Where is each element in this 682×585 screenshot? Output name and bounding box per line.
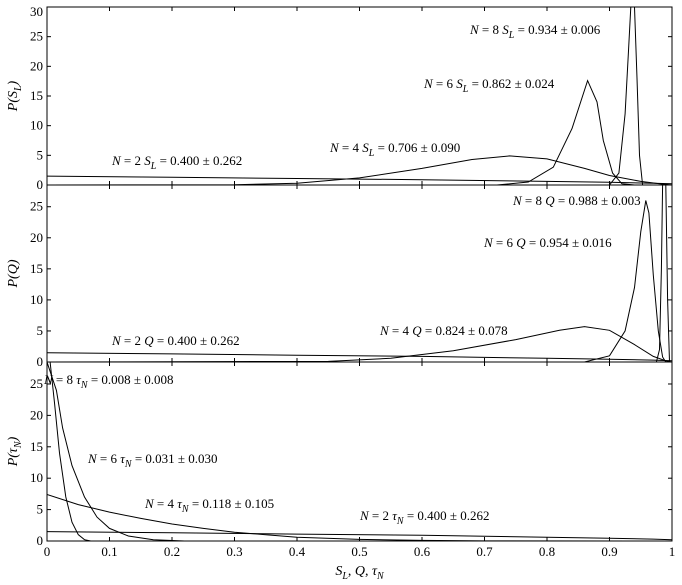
y-axis-label: P(τN) — [6, 436, 24, 467]
y-tick-label: 0 — [37, 177, 44, 192]
y-tick-label: 20 — [30, 58, 43, 73]
y-tick-label: 0 — [37, 533, 44, 548]
series-line-N6 — [47, 362, 672, 541]
series-line-N2 — [47, 175, 672, 185]
y-tick-label: 30 — [30, 4, 43, 19]
y-tick-label: 20 — [30, 407, 43, 422]
series-annotation-N8: N = 8 τN = 0.008 ± 0.008 — [43, 372, 174, 391]
series-line-N8 — [47, 7, 672, 185]
series-line-N6 — [47, 200, 672, 362]
series-annotation-N6: N = 6 Q = 0.954 ± 0.016 — [483, 235, 612, 250]
y-tick-label: 10 — [30, 118, 43, 133]
series-annotation-N6: N = 6 τN = 0.031 ± 0.030 — [87, 451, 218, 470]
x-tick-label: 0.1 — [101, 544, 117, 559]
series-annotation-N2: N = 2 Q = 0.400 ± 0.262 — [111, 333, 240, 348]
x-tick-label: 0.8 — [539, 544, 555, 559]
x-tick-label: 1 — [669, 544, 676, 559]
x-tick-label: 0 — [44, 544, 51, 559]
series-line-N8 — [49, 362, 672, 541]
series-annotation-N4: N = 4 τN = 0.118 ± 0.105 — [144, 496, 274, 515]
y-tick-label: 15 — [30, 439, 43, 454]
series-line-N2 — [47, 531, 672, 541]
x-tick-label: 0.6 — [414, 544, 431, 559]
x-tick-label: 0.9 — [601, 544, 617, 559]
panel-3: 0 5 10 15 20 25 0 0.1 0.2 0.3 0.4 0.5 0.6 0.7 0.8 0.9 1 N… — [6, 361, 676, 582]
series-annotation-N6: N = 6 SL = 0.862 ± 0.024 — [423, 76, 555, 95]
y-axis-label: P(SL) — [6, 80, 24, 112]
y-tick-label: 15 — [30, 88, 43, 103]
x-tick-label: 0.3 — [226, 544, 242, 559]
x-tick-label: 0.5 — [351, 544, 367, 559]
series-line-N8 — [47, 185, 672, 362]
y-tick-label: 25 — [30, 29, 43, 44]
series-line-N4 — [47, 155, 672, 185]
series-line-N6 — [47, 79, 672, 185]
x-tick-label: 0.7 — [476, 544, 493, 559]
series-line-N2 — [47, 352, 672, 362]
series-annotation-N2: N = 2 SL = 0.400 ± 0.262 — [111, 153, 242, 172]
y-tick-label: 5 — [37, 147, 44, 162]
y-tick-label: 25 — [30, 199, 43, 214]
series-annotation-N8: N = 8 SL = 0.934 ± 0.006 — [469, 22, 601, 41]
panel-2: 0 5 10 15 20 25 N = 2 Q = 0.400 ± 0.262 N = 4 Q… — [6, 184, 673, 369]
y-tick-label: 10 — [30, 292, 43, 307]
y-tick-label: 25 — [30, 376, 43, 391]
series-annotation-N2: N = 2 τN = 0.400 ± 0.262 — [359, 508, 490, 527]
series-annotation-N8: N = 8 Q = 0.988 ± 0.003 — [512, 193, 641, 208]
y-tick-label: 10 — [30, 470, 43, 485]
y-tick-label: 15 — [30, 261, 43, 276]
x-tick-label: 0.2 — [164, 544, 180, 559]
series-line-N4 — [47, 494, 672, 541]
y-tick-label: 5 — [37, 323, 44, 338]
x-axis-label: SL, Q, τN — [335, 564, 385, 582]
x-tick-label: 0.4 — [289, 544, 306, 559]
y-tick-label: 5 — [37, 502, 44, 517]
series-line-N4 — [47, 326, 672, 362]
y-tick-label: 0 — [37, 354, 44, 369]
series-annotation-N4: N = 4 Q = 0.824 ± 0.078 — [379, 323, 508, 338]
y-tick-label: 20 — [30, 230, 43, 245]
y-axis-label: P(Q) — [6, 259, 21, 288]
panel-1: 0 5 10 15 20 25 30 N = 2 SL = 0.400 ± 0.262 N = … — [6, 4, 673, 192]
series-annotation-N4: N = 4 SL = 0.706 ± 0.090 — [329, 140, 460, 159]
